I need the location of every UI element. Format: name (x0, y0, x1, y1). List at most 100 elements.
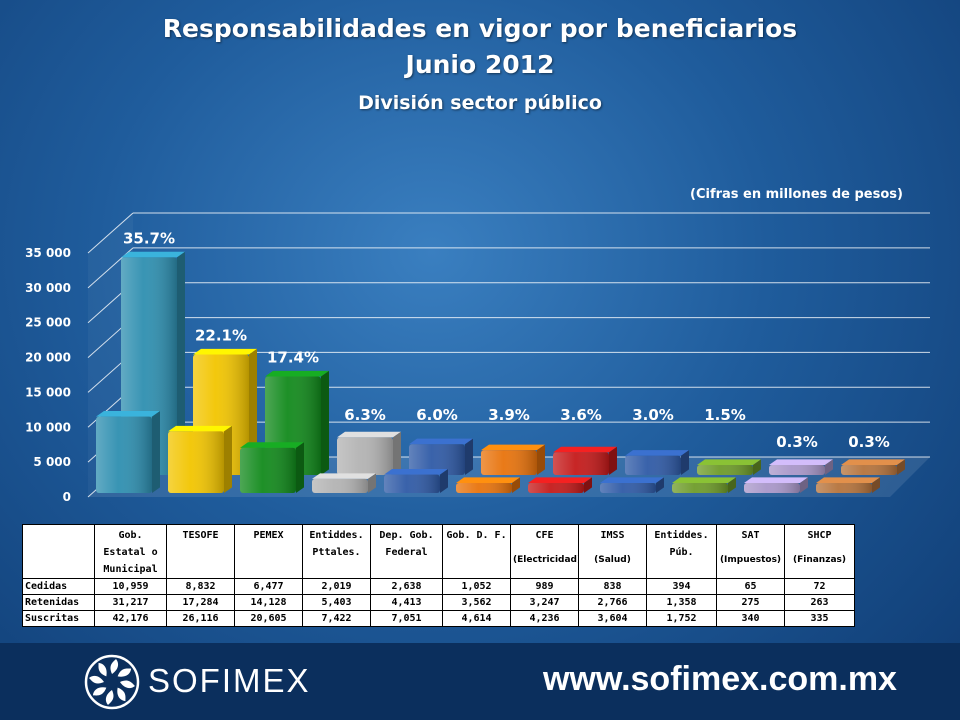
bar-cedidas (456, 477, 520, 493)
table-header-cell: Gob. D. F. (442, 524, 511, 579)
bar-top (697, 459, 761, 465)
percent-label: 0.3% (848, 433, 890, 451)
table-cell: 31,217 (94, 594, 167, 611)
table-cell: 4,614 (442, 610, 511, 627)
table-header-cell: SAT (Impuestos) (716, 524, 785, 579)
header-label: PEMEX (253, 530, 284, 541)
percent-label: 17.4% (267, 349, 319, 367)
table-header-cell: PEMEX (234, 524, 303, 579)
table-cell: 838 (578, 578, 647, 595)
bar-side (825, 459, 833, 475)
header-sublabel: (Electricidad) (513, 555, 579, 565)
table-header-cell: IMSS (Salud) (578, 524, 647, 579)
bar-cedidas (312, 473, 376, 493)
bar-shine (600, 483, 656, 493)
bar-retenidas (409, 438, 473, 475)
table-header-cell: SHCP (Finanzas) (784, 524, 855, 579)
table-row: Suscritas 42,176 26,116 20,605 7,422 7,051 4,6… (22, 610, 855, 627)
logo-petal (92, 687, 107, 696)
table-cell: 8,832 (166, 578, 235, 595)
gridline-side (87, 212, 134, 254)
bar-retenidas (337, 431, 401, 475)
table-cell: 10,959 (94, 578, 167, 595)
table-cell: 1,358 (646, 594, 717, 611)
bar-shine (697, 465, 753, 475)
header-sublabel: (Finanzas) (792, 555, 846, 565)
bar-top (456, 477, 520, 483)
bar-top (265, 370, 329, 377)
bar-side (177, 251, 185, 475)
percent-label: 22.1% (195, 327, 247, 345)
header-label: IMSS (600, 530, 625, 541)
table-cell: 2,019 (302, 578, 371, 595)
bar-shine (168, 431, 224, 493)
percent-labels: 35.7% 22.1% 17.4% 6.3% 6.0% 3.9% 3.6% 3.0% 1.5% 0… (123, 229, 890, 451)
y-tick-label: 15 000 (25, 385, 71, 399)
table-cell: 3,247 (510, 594, 579, 611)
percent-label: 3.9% (488, 406, 530, 424)
header-sublabel: (Impuestos) (719, 555, 782, 565)
table-cell: 26,116 (166, 610, 235, 627)
bar-shine (481, 450, 537, 475)
table-cell: 17,284 (166, 594, 235, 611)
bar-retenidas (697, 459, 761, 475)
header-label: Entiddes. Púb. (654, 530, 709, 558)
bar-shine (456, 483, 512, 493)
table-cell: 263 (784, 594, 855, 611)
data-table: Gob. Estatal o Municipal TESOFE PEMEX Entid… (22, 524, 855, 627)
header-label: Dep. Gob. Federal (379, 530, 434, 558)
bar-top (409, 438, 473, 445)
y-tick-label: 35 000 (25, 246, 71, 260)
bar-side (753, 459, 761, 475)
bar-side (440, 469, 448, 493)
bar-top (240, 442, 304, 448)
bar-shine (625, 455, 681, 475)
bar-top (553, 446, 617, 453)
bar-retenidas (769, 459, 833, 475)
header-label: Entiddes. Pttales. (309, 530, 364, 558)
bar-top (96, 411, 160, 417)
percent-label: 3.0% (632, 406, 674, 424)
percent-label: 6.0% (416, 406, 458, 424)
bar-top (384, 469, 448, 475)
bar-top (600, 477, 664, 483)
bar-top (625, 450, 689, 456)
bar-cedidas (600, 477, 664, 493)
bar-retenidas (553, 446, 617, 475)
section-title: División sector público (358, 92, 602, 114)
bar-top (672, 477, 736, 483)
table-cell: 42,176 (94, 610, 167, 627)
table-cell: 4,413 (370, 594, 443, 611)
bar-top (769, 459, 833, 465)
bar-shine (672, 483, 728, 493)
table-header-cell: CFE (Electricidad) (510, 524, 579, 579)
table-row: Retenidas 31,217 17,284 14,128 5,403 4,413 3,5… (22, 594, 855, 611)
row-label: Suscritas (22, 610, 95, 627)
bar-shine (816, 483, 872, 493)
y-tick-label: 25 000 (25, 316, 71, 330)
bar-side (321, 370, 329, 475)
bar-retenidas (625, 450, 689, 475)
units-note: (Cifras en millones de pesos) (690, 187, 903, 202)
table-cell: 72 (784, 578, 855, 595)
bar-shine (337, 437, 393, 475)
bar-retenidas (481, 444, 545, 475)
website-url: www.sofimex.com.mx (543, 660, 897, 698)
bar-side (393, 431, 401, 475)
table-header-cell: TESOFE (166, 524, 235, 579)
logo-petal (98, 662, 107, 677)
y-tick-label: 5 000 (33, 455, 71, 469)
bar-side (296, 442, 304, 493)
chart-subtitle: Junio 2012 (405, 50, 555, 79)
y-tick-label: 20 000 (25, 351, 71, 365)
header-label: SHCP (807, 530, 832, 541)
percent-label: 0.3% (776, 433, 818, 451)
bar-shine (384, 474, 440, 493)
bar-side (368, 473, 376, 493)
table-cell: 275 (716, 594, 785, 611)
table-cell: 1,052 (442, 578, 511, 595)
y-tick-label: 30 000 (25, 281, 71, 295)
table-header-cell: Gob. Estatal o Municipal (94, 524, 167, 579)
logo-petal (120, 680, 135, 689)
bar-cedidas (96, 411, 160, 493)
